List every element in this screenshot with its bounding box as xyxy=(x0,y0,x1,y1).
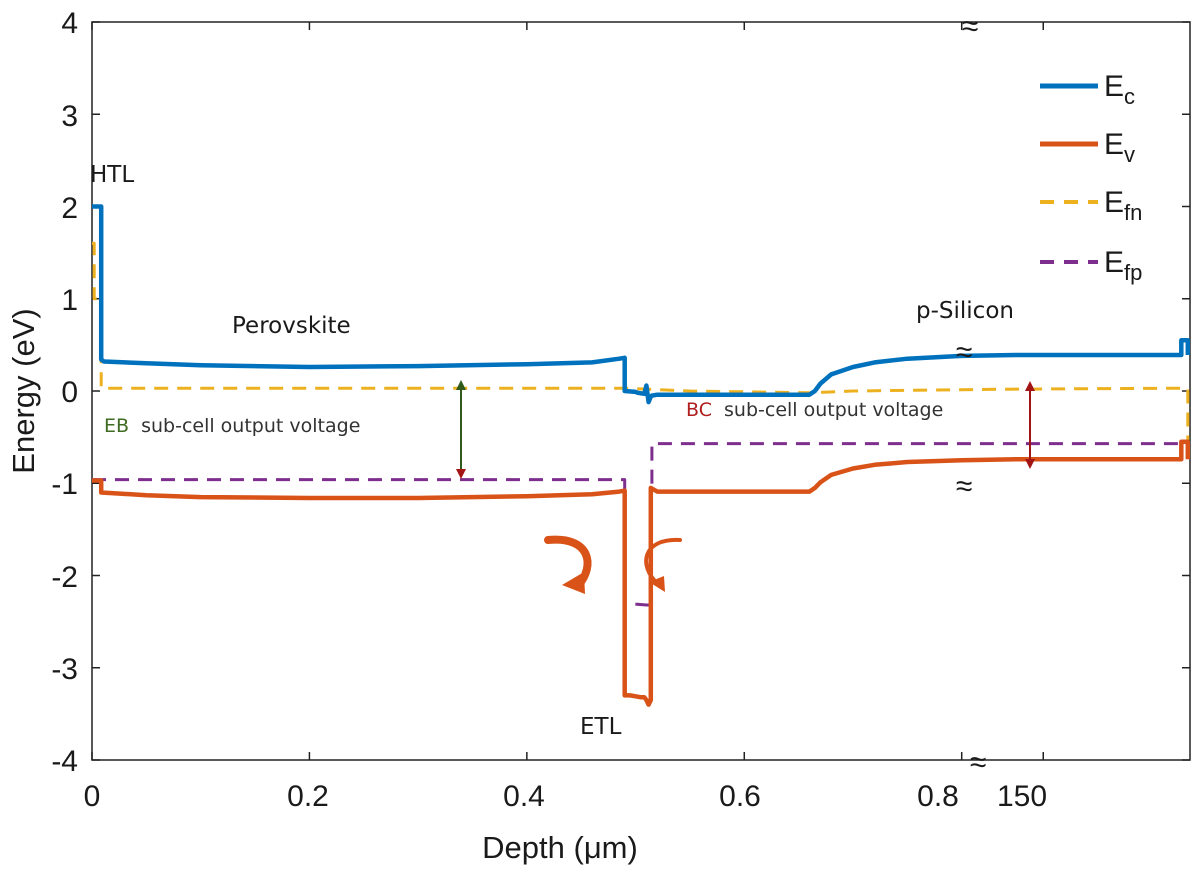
y-tick-label: 1 xyxy=(61,284,78,317)
x-tick-label: 0.8 xyxy=(917,780,959,813)
y-tick-label: 2 xyxy=(61,192,78,225)
legend-label-ec: Ec xyxy=(1104,70,1135,109)
x-tick-label: 0.6 xyxy=(719,780,761,813)
y-tick-label: -3 xyxy=(51,653,78,686)
legend: Ec Ev Efn Efp xyxy=(1040,70,1142,285)
y-tick-label: 3 xyxy=(61,100,78,133)
eb-prefix: EB xyxy=(104,415,129,437)
y-tick-label: 4 xyxy=(61,7,78,40)
y-tick-label: 0 xyxy=(61,376,78,409)
series-line-efp xyxy=(92,442,1188,607)
x-tick-label: 0.4 xyxy=(503,780,545,813)
etl-label: ETL xyxy=(580,714,622,740)
tick-marks xyxy=(91,21,1190,761)
bc-voltage-label: BC sub-cell output voltage xyxy=(686,399,943,421)
axis-break-bottom: ≈ xyxy=(970,746,986,779)
series-line-efn xyxy=(92,241,1190,444)
legend-label-efp: Efp xyxy=(1104,246,1142,285)
axis-break-ev: ≈ xyxy=(956,470,972,503)
eb-text: sub-cell output voltage xyxy=(141,415,360,437)
series-line-ev xyxy=(92,439,1191,707)
eb-voltage-label: EB sub-cell output voltage xyxy=(104,415,360,437)
bc-prefix: BC xyxy=(686,399,712,421)
series-lines xyxy=(92,204,1191,707)
psilicon-label: p-Silicon xyxy=(916,298,1014,324)
htl-label: HTL xyxy=(90,162,134,188)
legend-label-ev: Ev xyxy=(1104,128,1135,167)
y-tick-label: -4 xyxy=(51,745,78,778)
curved-arrow-right xyxy=(644,537,682,592)
plot-area-frame xyxy=(91,21,1191,761)
x-tick-label: 0.2 xyxy=(287,780,329,813)
x-axis-title: Depth (μm) xyxy=(482,830,638,865)
series-line-ec xyxy=(92,204,1191,405)
x-tick-label: 0 xyxy=(84,780,101,813)
y-tick-label: -1 xyxy=(51,468,78,501)
legend-label-efn: Efn xyxy=(1104,186,1142,225)
perovskite-label: Perovskite xyxy=(232,313,351,339)
axis-break-top: ≈ xyxy=(962,10,978,43)
y-axis-title: Energy (eV) xyxy=(6,308,41,473)
y-tick-label: -2 xyxy=(51,561,78,594)
curved-arrow-left xyxy=(544,535,592,594)
x-tick-label: 150 xyxy=(997,780,1047,813)
bc-text: sub-cell output voltage xyxy=(724,399,943,421)
axis-break-ec: ≈ xyxy=(956,336,972,369)
